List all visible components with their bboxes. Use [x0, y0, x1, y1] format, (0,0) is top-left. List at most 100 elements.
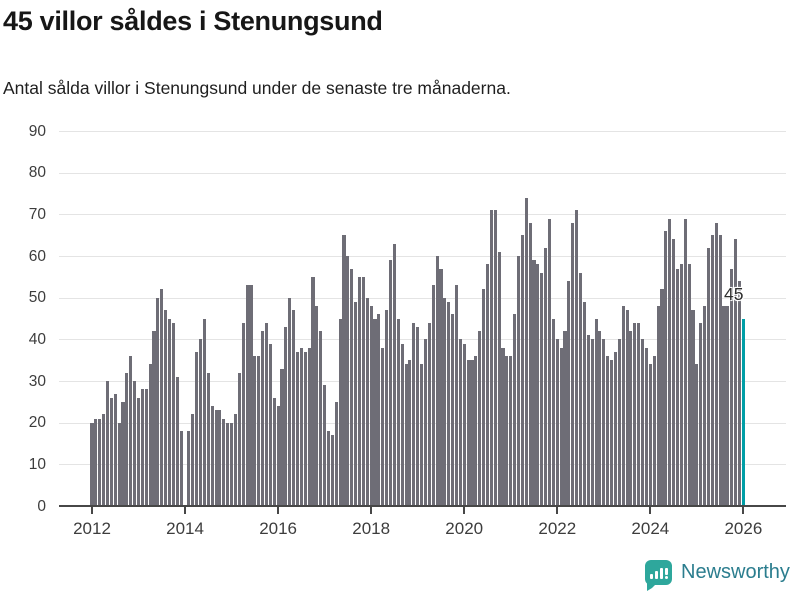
bar [664, 231, 668, 506]
bar [505, 356, 509, 506]
y-gridline [59, 172, 786, 174]
bar [602, 339, 606, 506]
bar [431, 285, 435, 506]
bar [276, 406, 280, 506]
y-gridline [59, 214, 786, 216]
bar [179, 431, 183, 506]
bar [466, 360, 470, 506]
x-axis-tick [91, 507, 93, 514]
y-gridline [59, 339, 786, 341]
bar [699, 322, 703, 506]
bar [710, 235, 714, 506]
bar [187, 431, 191, 506]
bar [233, 414, 237, 506]
bar [102, 414, 106, 506]
bar [427, 322, 431, 506]
bar [121, 401, 125, 506]
bar [679, 264, 683, 506]
y-axis-tick-label: 50 [28, 289, 46, 307]
bar [598, 331, 602, 506]
bar [648, 364, 652, 506]
bar [346, 256, 350, 506]
bar [323, 385, 327, 506]
bar [513, 314, 517, 506]
bar [175, 376, 179, 506]
x-axis-tick [277, 507, 280, 514]
bar [520, 235, 524, 506]
bar [307, 347, 311, 506]
bar [140, 389, 144, 506]
bar [629, 331, 633, 506]
bar [730, 268, 734, 506]
x-axis-tick-label: 2020 [445, 519, 484, 538]
bar [210, 406, 214, 506]
bar [311, 276, 315, 506]
bar [544, 247, 548, 506]
bar [516, 256, 521, 506]
bar [117, 422, 121, 506]
bar [447, 301, 451, 506]
bar [129, 356, 133, 506]
bar [284, 326, 288, 506]
bar [497, 251, 501, 506]
bar [191, 414, 195, 506]
chart-subtitle: Antal sålda villor i Stenungsund under d… [3, 78, 511, 98]
last-value-annotation: 45 [724, 284, 744, 304]
bar [582, 301, 586, 506]
bar [303, 351, 307, 506]
bar [365, 297, 369, 506]
bar [357, 276, 362, 506]
bar [528, 222, 532, 506]
bar [458, 339, 462, 506]
x-axis-tick [184, 507, 187, 514]
bar [295, 351, 300, 506]
bar [369, 306, 373, 506]
bar [257, 356, 261, 506]
bar [451, 314, 455, 506]
x-axis-tick-label: 2026 [724, 519, 763, 538]
bar [675, 268, 680, 506]
bar [133, 381, 137, 506]
bar [660, 289, 664, 506]
bar [272, 397, 276, 506]
bar [644, 347, 648, 506]
bar [392, 243, 396, 506]
bar [454, 285, 459, 506]
bar [214, 410, 218, 506]
bar [551, 318, 555, 506]
bar [264, 322, 269, 506]
bar [152, 331, 156, 506]
bar [416, 326, 420, 506]
bar [617, 339, 621, 506]
bar [288, 297, 292, 506]
bar [171, 322, 175, 506]
bar [253, 356, 257, 506]
bar [381, 347, 385, 506]
bar [334, 401, 338, 506]
bar [586, 335, 590, 506]
bar [606, 356, 610, 506]
bar [199, 339, 203, 506]
bar [633, 322, 637, 506]
bar [695, 364, 699, 506]
bar [167, 318, 172, 506]
bar [567, 281, 571, 506]
newsworthy-logo-text: Newsworthy [681, 561, 790, 583]
bar [435, 256, 439, 506]
bar [718, 235, 722, 506]
y-axis-tick-label: 90 [28, 122, 46, 140]
bar [734, 239, 738, 506]
y-axis-tick-label: 30 [28, 372, 46, 390]
y-axis-tick-label: 10 [28, 455, 46, 473]
y-axis-tick-label: 20 [28, 414, 46, 432]
bar [237, 372, 241, 506]
highlighted-latest-bar [741, 318, 745, 506]
bar [315, 306, 319, 506]
bar [361, 276, 365, 506]
bar [462, 343, 466, 506]
bar [299, 347, 303, 506]
bar [354, 301, 358, 506]
bar [571, 222, 575, 506]
y-axis-tick-label: 70 [28, 205, 46, 223]
